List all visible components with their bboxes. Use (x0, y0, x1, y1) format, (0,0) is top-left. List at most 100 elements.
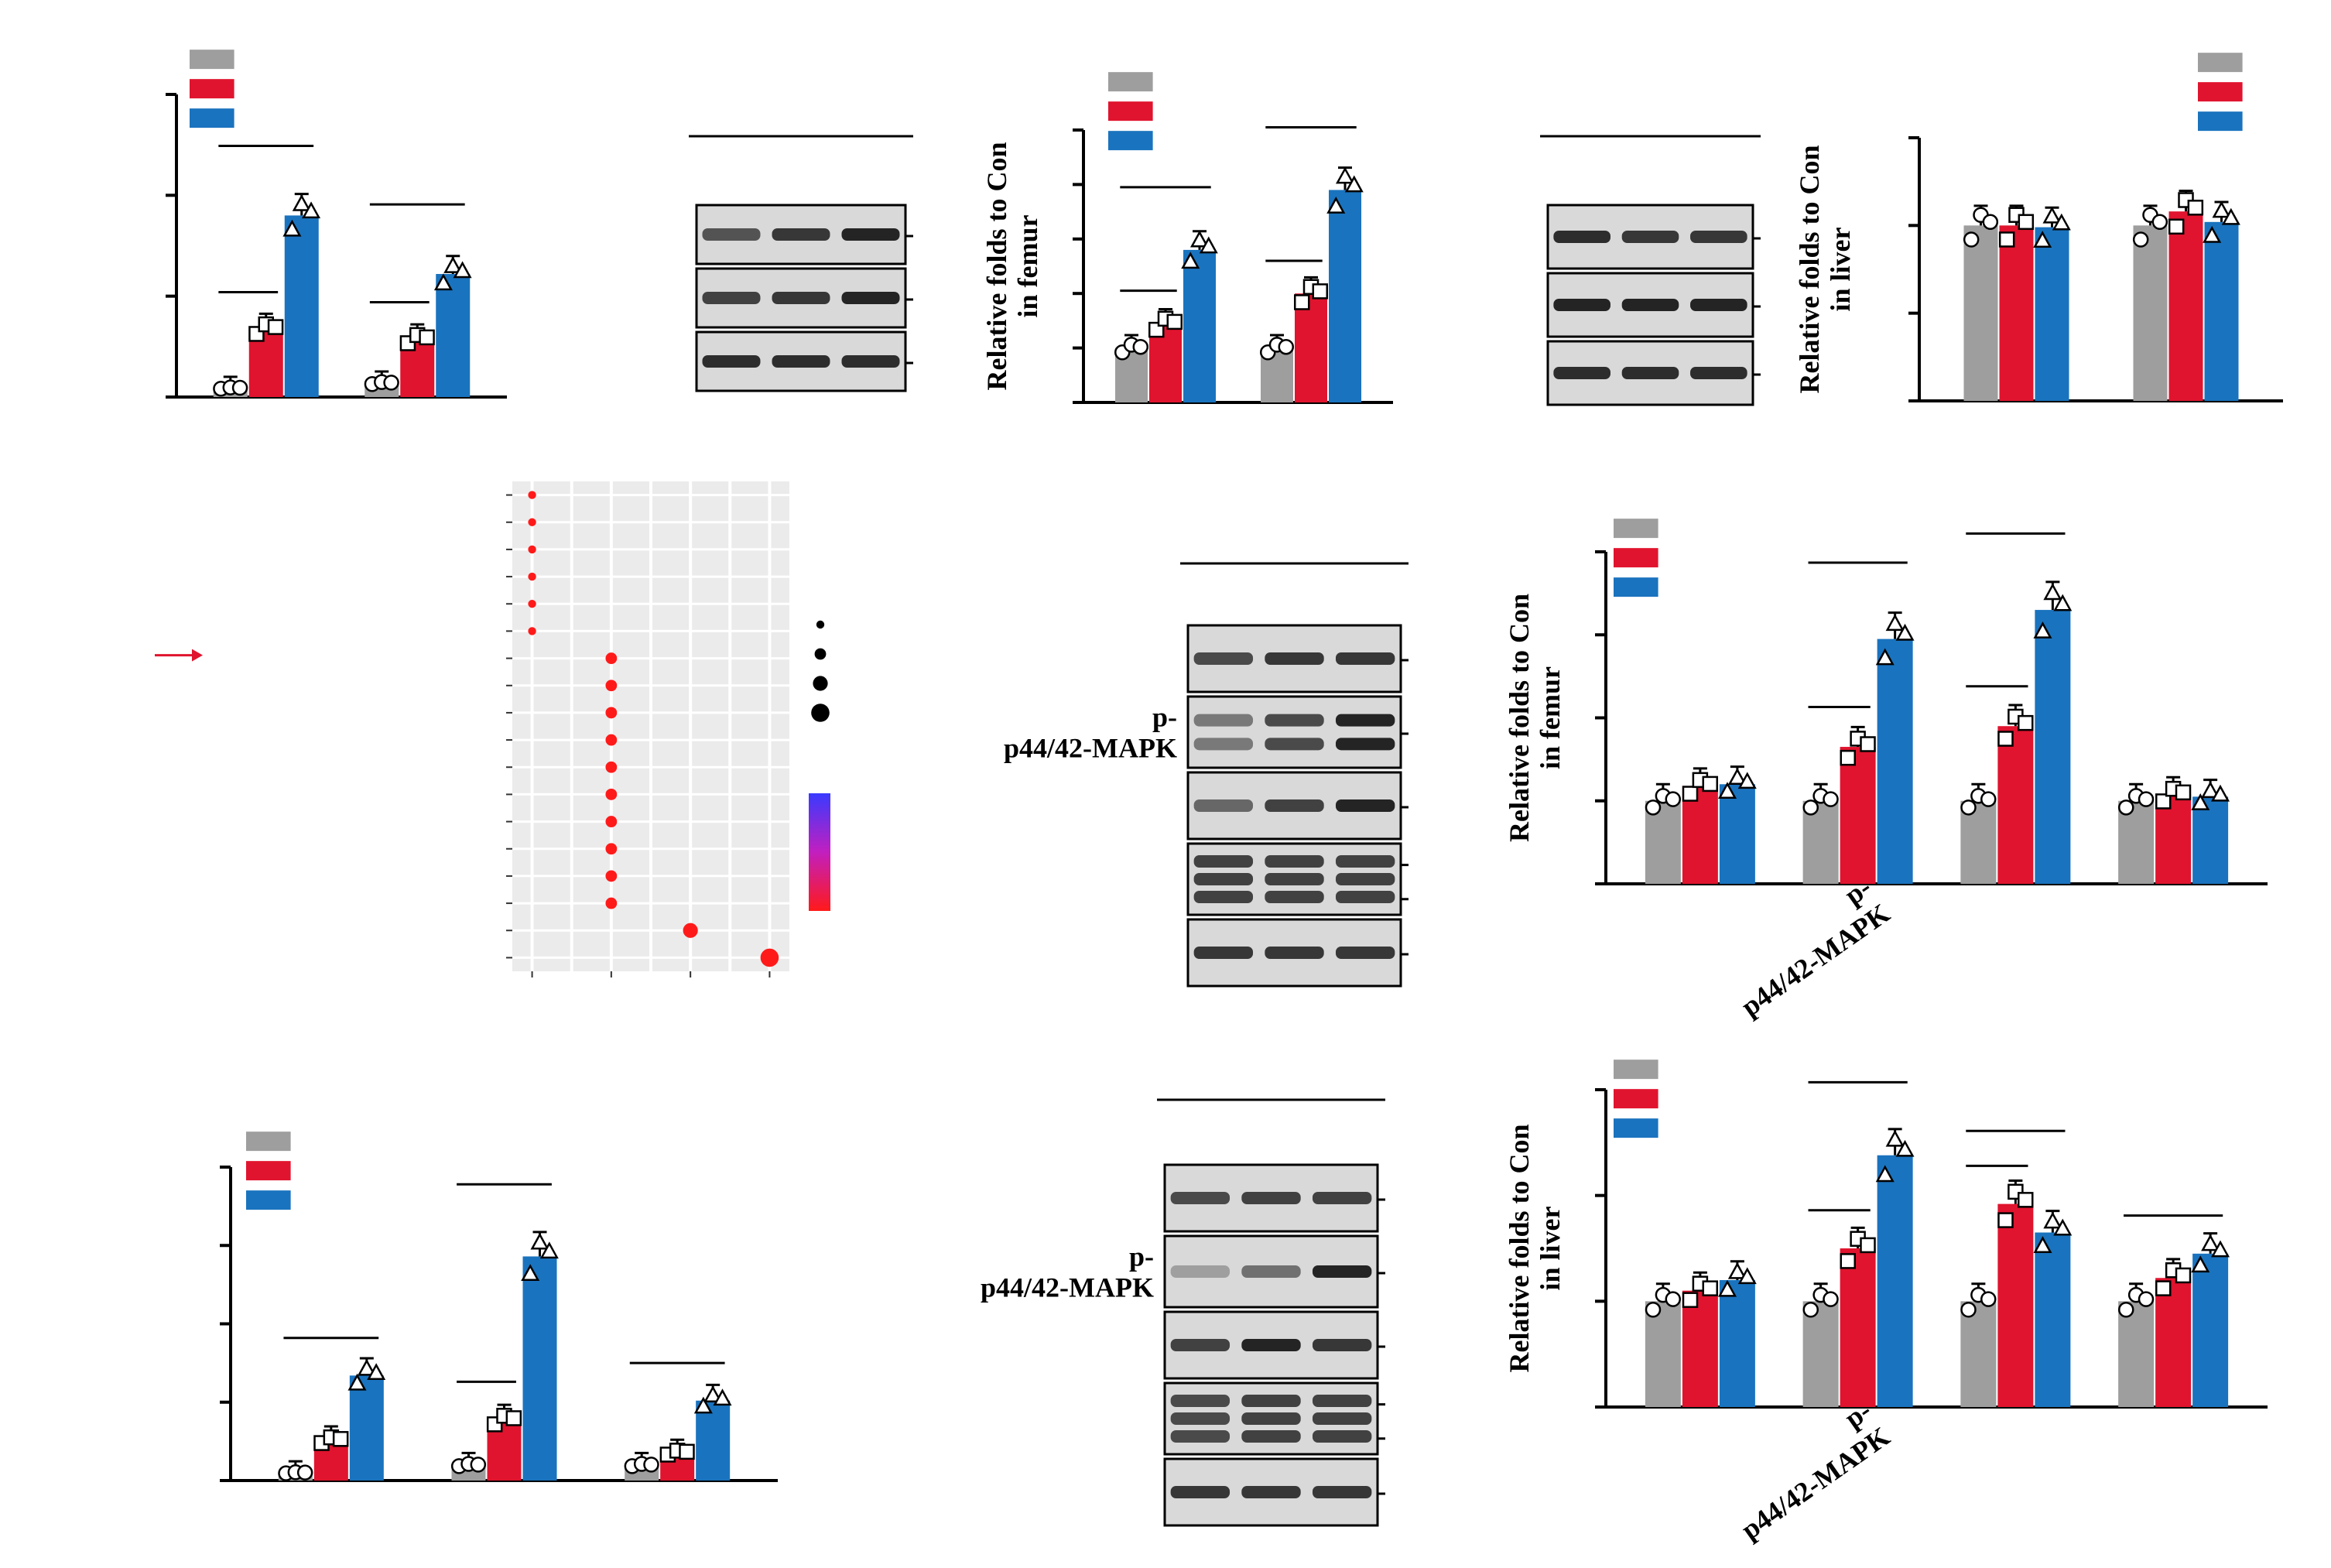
protein-band (1193, 799, 1254, 812)
bar-i-9 (696, 1400, 731, 1481)
bar-125 (2155, 1278, 2192, 1407)
protein-band (1335, 652, 1395, 665)
legend-swatch (1614, 577, 1658, 597)
protein-band (1241, 1192, 1301, 1204)
data-point-circle (2138, 791, 2155, 807)
data-point-triangle (2191, 793, 2210, 810)
x-tick-label-line: p44/42-MAPK (1736, 1421, 1895, 1546)
protein-band (1335, 799, 1395, 812)
protein-band (702, 228, 761, 241)
data-point-triangle (2043, 583, 2062, 601)
chart-G: Relative folds to Conin liver p-p44/42-MA… (1504, 1080, 2268, 1546)
data-point-square (505, 1410, 522, 1426)
color-scale-bar (809, 793, 830, 911)
term-dot (528, 572, 536, 581)
legend-swatch (1614, 519, 1658, 539)
data-point-triangle (1181, 252, 1200, 269)
protein-band (1335, 738, 1395, 751)
data-point-triangle (2033, 621, 2052, 638)
protein-band (1553, 299, 1610, 311)
legend-swatch (2198, 111, 2243, 132)
data-point-triangle (2212, 200, 2231, 218)
data-point-triangle (1737, 772, 1757, 789)
protein-band (1170, 1265, 1231, 1278)
data-point-circle (1278, 338, 1295, 355)
data-point-triangle (1344, 175, 1364, 193)
blot-row-label-line: p- (1152, 702, 1177, 733)
term-dot (605, 734, 618, 746)
chart-D (155, 481, 830, 977)
protein-band (1265, 873, 1324, 885)
legend-swatch (1108, 72, 1153, 92)
term-dot (683, 923, 698, 938)
bar-con (2133, 225, 2168, 401)
legend-swatch (2198, 82, 2243, 102)
protein-band (1265, 738, 1324, 751)
protein-band (1170, 1395, 1231, 1407)
protein-band (702, 355, 761, 368)
protein-band (841, 292, 900, 304)
y-axis-label-line: Relative folds to Con (1794, 146, 1825, 394)
term-dot (605, 707, 618, 719)
data-point-circle (1960, 799, 1977, 816)
y-axis-label: Relative folds to Conin liver (1794, 146, 1856, 394)
protein-band (1335, 714, 1395, 727)
term-dot (528, 627, 536, 635)
protein-band (841, 228, 900, 241)
protein-band (1621, 299, 1679, 311)
y-axis-label: Relative folds to Conin liver (1504, 1125, 1566, 1373)
data-point-circle (1980, 1291, 1997, 1307)
protein-band (1241, 1486, 1301, 1498)
bar-i-9 (1719, 784, 1755, 884)
protein-band (1265, 891, 1324, 903)
data-point-triangle (1189, 230, 1210, 248)
data-point-circle (1645, 1302, 1662, 1318)
protein-band (1265, 799, 1324, 812)
blot-row-label-line: p44/42-MAPK (1004, 733, 1177, 764)
data-point-triangle (2191, 1255, 2210, 1273)
protein-band (1170, 1412, 1231, 1425)
y-axis-label-line: Relative folds to Con (1504, 594, 1535, 842)
bar-125 (1840, 747, 1876, 884)
data-point-triangle (2043, 1211, 2062, 1229)
protein-band (1690, 299, 1747, 311)
data-point-triangle (1895, 1139, 1915, 1157)
protein-band (1312, 1339, 1372, 1351)
y-axis-label-line: in femur (1012, 214, 1043, 317)
protein-band (1170, 1486, 1231, 1498)
data-point-square (332, 1431, 349, 1447)
data-point-square (1293, 294, 1310, 310)
data-point-circle (2117, 799, 2134, 816)
bar-i-9 (1877, 638, 1913, 884)
data-point-triangle (2033, 1236, 2052, 1253)
data-point-triangle (2210, 1240, 2230, 1258)
data-point-triangle (2203, 225, 2222, 243)
chart-B: Relative folds to Conin femur (981, 125, 1393, 404)
data-point-square (1998, 231, 2015, 248)
legend-swatch (1614, 1089, 1658, 1109)
data-point-circle (2138, 1291, 2155, 1307)
protein-band (1690, 231, 1747, 243)
legend-swatch (1614, 1060, 1658, 1080)
data-point-triangle (530, 1232, 549, 1250)
data-point-square (1840, 749, 1856, 766)
data-point-circle (1645, 799, 1662, 816)
bar-con (1960, 1301, 1997, 1407)
term-dot (528, 545, 536, 554)
legend-swatch (246, 1131, 291, 1152)
data-point-square (2175, 1267, 2192, 1284)
bar-con (1963, 225, 1998, 401)
data-point-triangle (2052, 213, 2071, 231)
bar-i-9 (2192, 796, 2229, 884)
data-point-circle (296, 1464, 313, 1481)
bar-con (1802, 1301, 1839, 1407)
bar-i-9 (436, 273, 471, 397)
protein-band (1265, 947, 1324, 959)
term-dot (605, 843, 618, 855)
data-point-square (1860, 736, 1876, 752)
data-point-triangle (1335, 166, 1355, 184)
protein-band (1312, 1265, 1372, 1278)
protein-band (1170, 1192, 1231, 1204)
data-point-triangle (1875, 1165, 1895, 1183)
